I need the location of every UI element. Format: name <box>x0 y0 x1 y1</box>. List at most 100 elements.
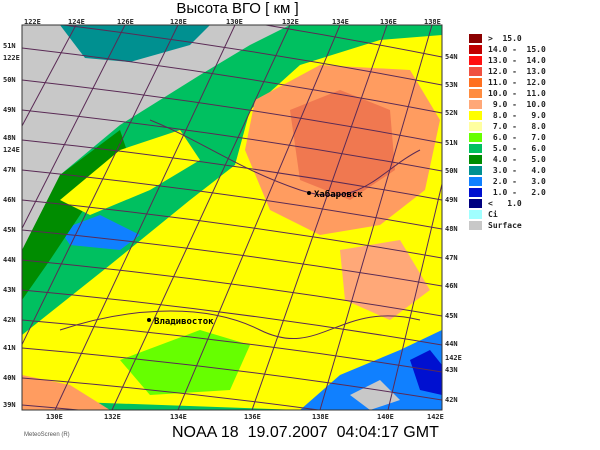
latitude-line <box>22 199 442 259</box>
cloud-blue-right <box>300 330 442 410</box>
legend-label: 9.0 - 10.0 <box>488 100 546 109</box>
lat-label-right: 48N <box>445 225 458 233</box>
latitude-line <box>22 377 323 410</box>
lon-label-top: 136E <box>380 18 397 26</box>
map-title: Высота ВГО [ км ] <box>0 0 600 17</box>
longitude-line <box>22 25 77 127</box>
cloud-orange-3 <box>22 375 110 410</box>
lat-label-left: 50N <box>3 76 16 84</box>
longitude-line <box>387 181 442 410</box>
legend-item: 10.0 - 11.0 <box>469 88 546 99</box>
legend-swatch <box>469 100 482 109</box>
lat-label-left: 43N <box>3 286 16 294</box>
legend-swatch <box>469 122 482 131</box>
legend-label: Ci <box>488 210 498 219</box>
longitude-line <box>22 25 179 346</box>
latitude-line <box>22 79 442 144</box>
latitude-line <box>22 139 442 201</box>
map-frame <box>21 24 443 411</box>
lon-label-top: 130E <box>226 18 243 26</box>
lat-label-left: 51N <box>3 42 16 50</box>
legend-label: Surface <box>488 221 522 230</box>
legend-label: 12.0 - 13.0 <box>488 67 546 76</box>
legend-item: 13.0 - 14.0 <box>469 55 546 66</box>
legend-swatch <box>469 45 482 54</box>
legend-swatch <box>469 89 482 98</box>
lon-label-bottom: 136E <box>244 413 261 421</box>
lat-label-right: 53N <box>445 81 458 89</box>
cloud-red-orange <box>290 90 395 200</box>
legend-item: 7.0 - 8.0 <box>469 121 546 132</box>
border-line <box>59 310 421 340</box>
lat-label-left: 46N <box>3 196 16 204</box>
legend-label: 13.0 - 14.0 <box>488 56 546 65</box>
legend-item: 1.0 - 2.0 <box>469 187 546 198</box>
lon-label-bottom: 138E <box>312 413 329 421</box>
lat-label-right: 43N <box>445 366 458 374</box>
legend-swatch <box>469 144 482 153</box>
lon-label-top: 126E <box>117 18 134 26</box>
city-khabarovsk: Хабаровск <box>307 189 363 200</box>
cloud-teal <box>60 25 210 62</box>
legend: > 15.0 14.0 - 15.0 13.0 - 14.0 12.0 - 13.0 1… <box>469 33 546 231</box>
lat-label-right: 45N <box>445 312 458 320</box>
city-label: Владивосток <box>154 317 214 327</box>
longitude-line <box>251 25 388 410</box>
lon-label-top: 132E <box>282 18 299 26</box>
lat-label-left: 49N <box>3 106 16 114</box>
legend-label: > 15.0 <box>488 34 522 43</box>
lon-label-bottom: 130E <box>46 413 63 421</box>
legend-swatch <box>469 188 482 197</box>
lon-label-top: 128E <box>170 18 187 26</box>
legend-label: < 1.0 <box>488 199 522 208</box>
latitude-line <box>22 289 442 346</box>
latitude-line <box>22 169 442 230</box>
lon-label-bottom: 140E <box>377 413 394 421</box>
title-text: Высота ВГО [ км ] <box>176 0 299 17</box>
legend-swatch <box>469 67 482 76</box>
legend-label: 6.0 - 7.0 <box>488 133 546 142</box>
legend-item: 8.0 - 9.0 <box>469 110 546 121</box>
lat-label-left: 124E <box>3 146 20 154</box>
lat-label-left: 41N <box>3 344 16 352</box>
legend-item: 5.0 - 6.0 <box>469 143 546 154</box>
lat-label-right: 42N <box>445 396 458 404</box>
cloud-orange-2 <box>340 240 430 320</box>
latitude-line <box>22 47 442 114</box>
legend-label: 10.0 - 11.0 <box>488 89 546 98</box>
legend-label: 5.0 - 6.0 <box>488 144 546 153</box>
lat-label-left: 40N <box>3 374 16 382</box>
cloud-yellow-left <box>60 130 200 215</box>
legend-swatch <box>469 210 482 219</box>
cloud-blue-left <box>60 215 140 250</box>
lon-label-top: 134E <box>332 18 349 26</box>
cloud-lightgreen <box>120 330 250 395</box>
latitude-line <box>22 259 442 317</box>
latitude-line <box>262 25 442 58</box>
lon-label-bottom: 132E <box>104 413 121 421</box>
legend-item: Surface <box>469 220 546 231</box>
legend-item: 3.0 - 4.0 <box>469 165 546 176</box>
legend-item: 2.0 - 3.0 <box>469 176 546 187</box>
legend-swatch <box>469 56 482 65</box>
lat-label-left: 39N <box>3 401 16 409</box>
legend-item: 6.0 - 7.0 <box>469 132 546 143</box>
latitude-line <box>22 109 442 172</box>
legend-swatch <box>469 155 482 164</box>
legend-item: 9.0 - 10.0 <box>469 99 546 110</box>
latitude-line <box>59 25 442 86</box>
legend-label: 3.0 - 4.0 <box>488 166 546 175</box>
legend-label: 14.0 - 15.0 <box>488 45 546 54</box>
legend-swatch <box>469 78 482 87</box>
legend-label: 8.0 - 9.0 <box>488 111 546 120</box>
legend-swatch <box>469 166 482 175</box>
legend-label: 7.0 - 8.0 <box>488 122 546 131</box>
lon-label-bottom: 142E <box>427 413 444 421</box>
lat-label-left: 44N <box>3 256 16 264</box>
cloud-navy <box>410 350 442 395</box>
lat-label-right: 54N <box>445 53 458 61</box>
legend-label: 1.0 - 2.0 <box>488 188 546 197</box>
city-label: Хабаровск <box>314 189 363 200</box>
city-marker-icon <box>307 191 311 195</box>
